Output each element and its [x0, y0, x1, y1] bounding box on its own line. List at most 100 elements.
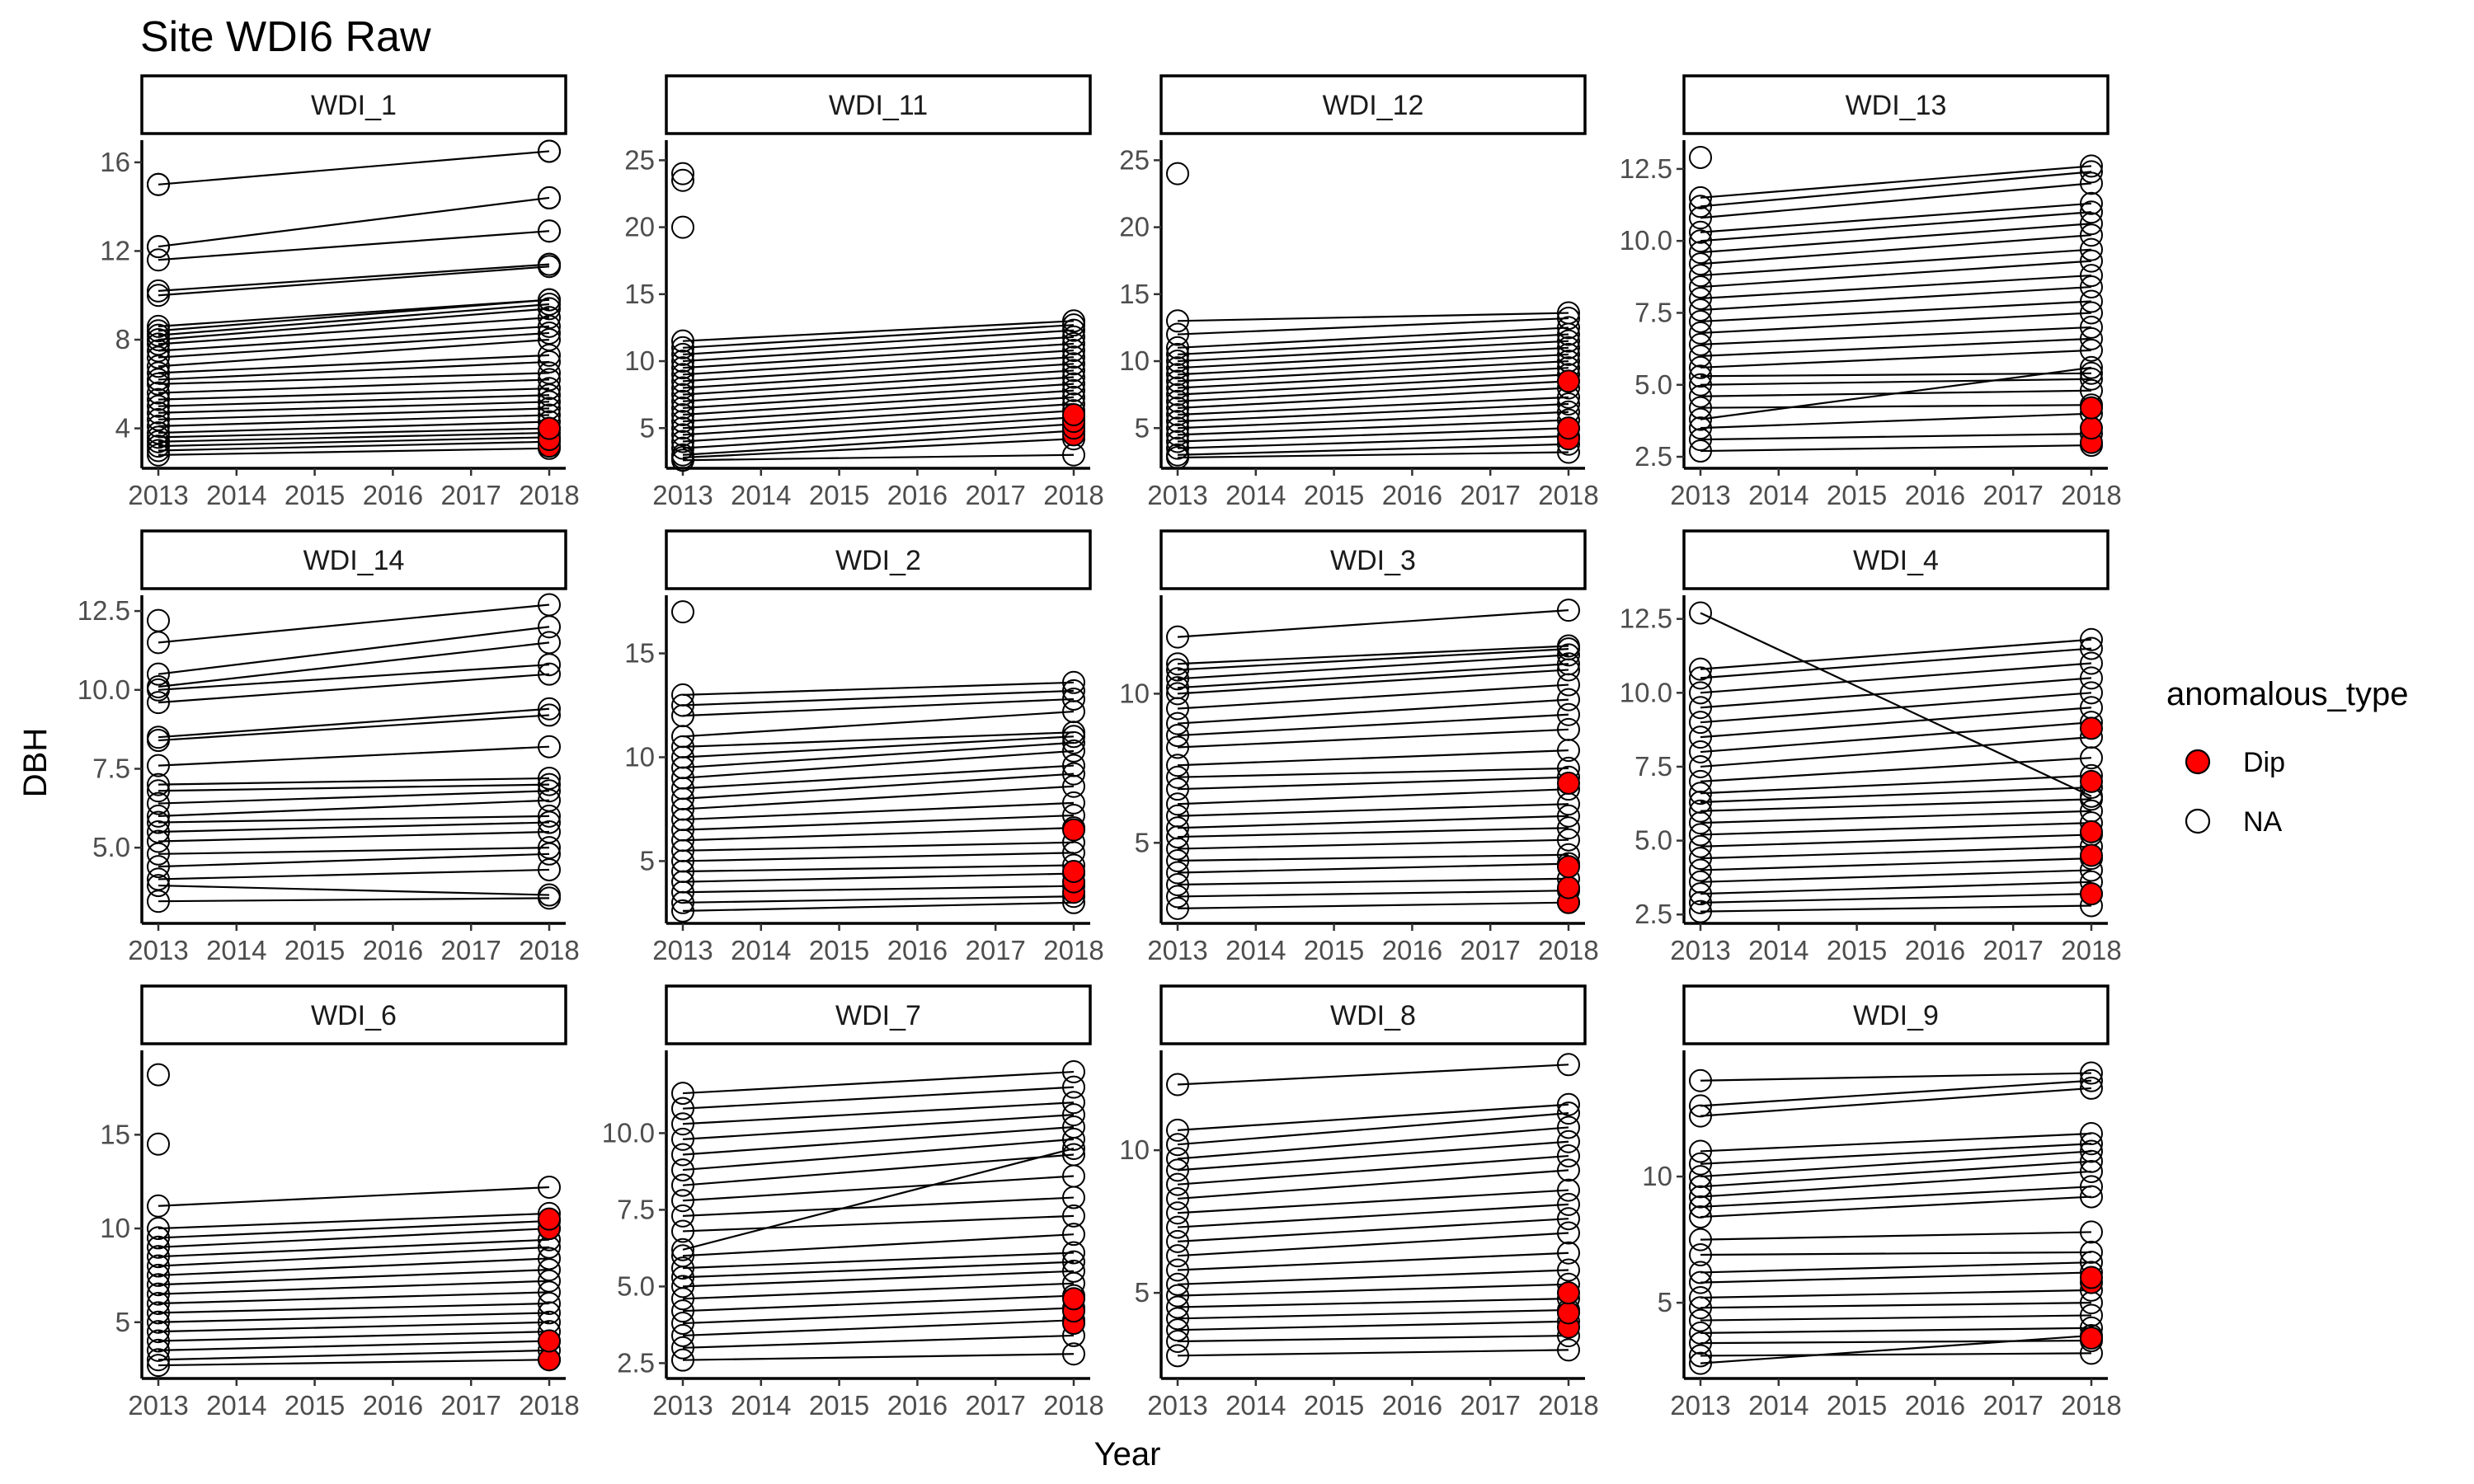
tree-trajectory [158, 1359, 550, 1367]
facet-strip-label: WDI_2 [835, 545, 921, 576]
panel-wdi-3: WDI_3 5 10 2013 2014 2015 2016 2017 2018 [1119, 529, 1599, 965]
tree-trajectory [1700, 260, 2092, 289]
panel-wdi-7: WDI_7 2.5 5.0 7.5 10.0 2013 2014 2015 2016 2017 20… [602, 984, 1104, 1421]
point-2018 [1062, 318, 1085, 342]
point-2013 [147, 284, 170, 308]
facet-strip [1159, 984, 1587, 1045]
point-2018 [1062, 739, 1085, 763]
tree-trajectory [1700, 834, 2092, 848]
tree-trajectory [158, 440, 550, 452]
x-tick-label: 2017 [965, 935, 1025, 965]
point-2013 [147, 1301, 170, 1325]
point-2018 [538, 1176, 561, 1200]
facet-strip-label: WDI_12 [1323, 90, 1424, 121]
tree-trajectory [682, 1086, 1075, 1110]
tree-trajectory [1177, 654, 1569, 680]
y-tick-label: 12.5 [1620, 153, 1672, 184]
point-2013 [671, 693, 694, 717]
tree-trajectory [1700, 845, 2092, 860]
tree-trajectory [1700, 612, 2092, 797]
tree-trajectory [1177, 443, 1569, 456]
tree-trajectory [1700, 798, 2092, 812]
y-tick-label: 8 [115, 324, 130, 355]
tree-trajectory [682, 741, 1075, 769]
point-2013 [1689, 332, 1712, 356]
point-2018 [2080, 681, 2103, 705]
point-2018 [1557, 1144, 1580, 1168]
tree-trajectory [1177, 853, 1569, 862]
point-2018 [2080, 154, 2103, 178]
point-2013 [147, 874, 170, 898]
point-2018 [538, 314, 561, 338]
point-2018 [1557, 1338, 1580, 1362]
tree-trajectory [1177, 698, 1569, 725]
facet-strip-label: WDI_9 [1853, 1000, 1939, 1031]
point-2013 [1166, 667, 1189, 691]
tree-trajectory [1700, 881, 2092, 895]
point-2013 [671, 356, 694, 380]
point-2018 [2080, 249, 2103, 273]
point-2018 [1557, 673, 1580, 697]
tree-trajectory [1177, 1349, 1569, 1357]
facet-strip-label: WDI_6 [311, 1000, 397, 1031]
tree-trajectory [1700, 171, 2092, 208]
point-2018 [1062, 359, 1085, 383]
tree-trajectory [158, 1246, 550, 1267]
tree-trajectory [1177, 663, 1569, 689]
point-2013 [147, 1063, 170, 1087]
x-tick-label: 2016 [887, 1390, 948, 1421]
x-tick-label: 2014 [731, 1390, 791, 1421]
x-tick-label: 2013 [652, 480, 713, 510]
y-tick-label: 2.5 [1634, 441, 1672, 472]
point-2018 [538, 1247, 561, 1270]
x-tick-label: 2016 [887, 480, 948, 510]
tree-trajectory [158, 378, 550, 394]
tree-trajectory [1177, 1269, 1569, 1285]
point-2013 [1689, 754, 1712, 778]
point-2018 [2080, 651, 2103, 675]
point-2018 [2080, 627, 2103, 651]
x-tick-label: 2013 [1147, 1390, 1207, 1421]
point-2018 [538, 219, 561, 243]
tree-trajectory [1700, 444, 2092, 453]
tree-trajectory [158, 664, 550, 691]
point-2013 [147, 314, 170, 338]
tree-trajectory [682, 324, 1075, 349]
point-2013 [671, 1158, 694, 1182]
facet-strip-label: WDI_7 [835, 1000, 921, 1031]
facet-strip [1682, 984, 2109, 1045]
point-2013 [1689, 696, 1712, 720]
point-2018 [1062, 730, 1085, 754]
point-2013 [1689, 1152, 1712, 1176]
y-tick-label: 20 [1119, 212, 1150, 242]
point-2013 [147, 842, 170, 866]
point-2018 [1557, 329, 1580, 353]
y-tick-label: 10.0 [1620, 225, 1672, 256]
point-2013 [671, 1336, 694, 1360]
point-2013 [1166, 1118, 1189, 1142]
tree-trajectory [1177, 380, 1569, 402]
tree-trajectory [682, 885, 1075, 894]
tree-trajectory [1177, 648, 1569, 671]
point-2018 [538, 1301, 561, 1325]
x-tick-label: 2016 [363, 1390, 423, 1421]
tree-trajectory [1700, 904, 2092, 913]
x-tick-label: 2014 [1748, 1390, 1808, 1421]
point-2013 [1689, 1205, 1712, 1229]
tree-trajectory [1700, 1339, 2092, 1345]
point-2018 [1062, 1241, 1085, 1265]
tree-trajectory [158, 1321, 550, 1333]
x-tick-label: 2017 [965, 480, 1025, 510]
tree-trajectory [1177, 1103, 1569, 1132]
point-2013 [671, 369, 694, 393]
x-tick-label: 2013 [1670, 1390, 1730, 1421]
point-2018 [2080, 1149, 2103, 1173]
point-2013 [671, 1127, 694, 1151]
y-tick-label: 10 [100, 1213, 130, 1243]
point-2018 [538, 139, 561, 163]
point-2013 [1689, 726, 1712, 749]
point-2018 [538, 697, 561, 721]
point-2013 [1166, 735, 1189, 759]
panel-wdi-2: WDI_2 5 10 15 2013 2014 2015 2016 2017 2018 [624, 529, 1104, 965]
point-2013 [1166, 1330, 1189, 1354]
